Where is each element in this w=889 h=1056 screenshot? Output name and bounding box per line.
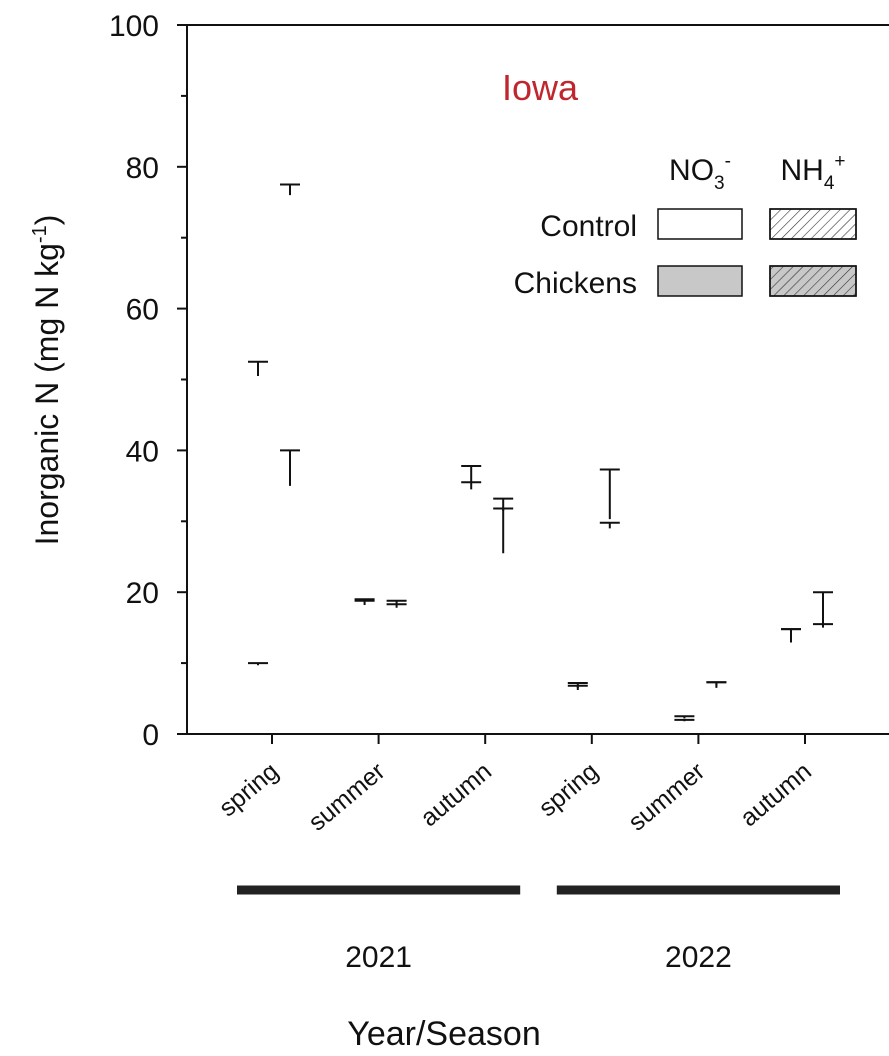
bar-segment [278, 486, 302, 734]
x-tick-label: spring [533, 757, 603, 822]
x-tick-label: summer [303, 757, 390, 836]
bar-segment [246, 376, 270, 665]
bar-segment [246, 665, 270, 734]
bar-segment [704, 686, 728, 688]
error-bar [461, 464, 482, 483]
error-bar [781, 628, 801, 639]
bar-segment [566, 688, 590, 690]
bar-segment [598, 519, 622, 528]
error-bar [354, 598, 375, 602]
legend-hatch [769, 265, 857, 297]
legend-swatch [657, 208, 743, 240]
error-bar [386, 599, 407, 604]
bar-segment [491, 511, 515, 554]
legend-label: Chickens [514, 267, 637, 300]
chart-title: Iowa [502, 67, 579, 108]
legend-column-sub: 3 [714, 173, 725, 194]
legend-column-sup: - [725, 151, 731, 172]
bar-segment [353, 605, 377, 734]
legend-column-sup: + [834, 151, 845, 172]
error-bar [674, 715, 695, 719]
legend-column-label: NO3- [669, 151, 731, 194]
bar-segment [491, 553, 515, 734]
y-tick-label: 60 [126, 294, 159, 327]
error-bar [493, 497, 514, 511]
bar-segment [779, 643, 803, 734]
bar-segment [779, 639, 803, 643]
bar-segment [385, 604, 409, 608]
legend-column-text: NO [669, 154, 714, 187]
legend-column-text: NH [780, 154, 823, 187]
legend-hatch [769, 208, 857, 240]
bar-segment [385, 608, 409, 734]
bar-segment [811, 624, 835, 628]
year-label: 2022 [665, 941, 732, 974]
x-tick-label: autumn [735, 757, 817, 832]
y-tick-label: 0 [142, 719, 159, 752]
error-bar [280, 449, 300, 486]
bar-segment [672, 721, 696, 734]
error-bar [599, 521, 620, 529]
bar-segment [353, 601, 377, 605]
bar-segment [598, 528, 622, 734]
y-axis-title: Inorganic N (mg N kg-1) [29, 215, 65, 546]
year-label: 2021 [345, 941, 412, 974]
legend-column-label: NH4+ [780, 151, 845, 194]
x-tick-label: spring [214, 757, 284, 822]
bar-segment [672, 718, 696, 721]
error-bar [386, 603, 407, 608]
y-tick-label: 80 [126, 152, 159, 185]
error-bar [567, 684, 588, 688]
y-tick-label: 40 [126, 435, 159, 468]
error-bar [248, 662, 268, 666]
error-bar [706, 681, 727, 686]
error-bar [280, 183, 300, 196]
error-bar [813, 591, 833, 625]
legend-label: Control [540, 210, 637, 243]
y-axis-title-sup: -1 [29, 225, 51, 243]
legend-swatch [657, 265, 743, 297]
bar-segment [459, 489, 483, 734]
bar-segment [811, 628, 835, 734]
bar-segment [278, 195, 302, 486]
y-tick-label: 20 [126, 577, 159, 610]
y-tick-label: 100 [109, 10, 159, 43]
bar-segment [566, 690, 590, 734]
bar-segment [459, 482, 483, 489]
x-tick-label: summer [623, 757, 710, 836]
bar-segment [704, 688, 728, 734]
y-axis-title-tail: ) [29, 215, 65, 226]
error-bar [599, 468, 620, 520]
y-axis-title-text: Inorganic N (mg N kg [29, 243, 65, 545]
x-tick-label: autumn [415, 757, 497, 832]
error-bar [674, 718, 695, 722]
x-axis-title: Year/Season [347, 1015, 540, 1053]
error-bar [248, 360, 268, 376]
legend-column-sub: 4 [824, 173, 835, 194]
